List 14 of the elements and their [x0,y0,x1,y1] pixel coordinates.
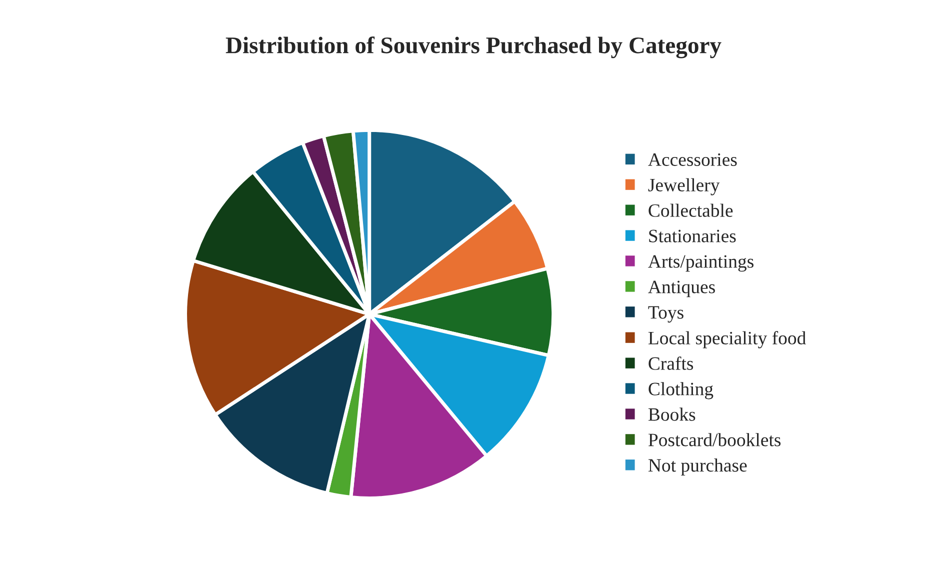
legend-label: Books [648,408,696,421]
legend-label: Local speciality food [648,331,806,348]
legend-label: Arts/paintings [648,255,754,272]
legend-label: Crafts [648,356,694,370]
legend-label: Collectable [648,204,733,217]
legend-label: Accessories [648,153,737,166]
legend-label: Postcard/booklets [648,433,781,446]
legend-label: Not purchase [648,458,747,476]
legend-label: Stationaries [649,230,736,242]
legend-label: Antiques [648,280,715,298]
legend-label: Toys [648,306,684,323]
chart-title: Distribution of Souvenirs Purchased by Category [226,36,722,58]
legend-label: Jewellery [648,178,720,196]
legend-label: Clothing [648,382,714,400]
